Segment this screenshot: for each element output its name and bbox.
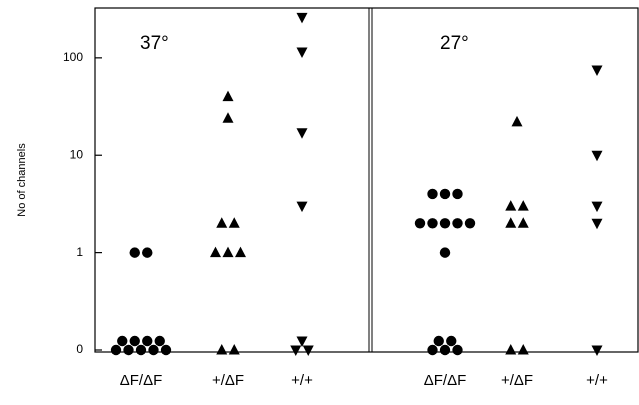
- data-point: [591, 345, 603, 356]
- data-point: [505, 344, 517, 355]
- data-point: [464, 218, 476, 229]
- data-point: [235, 246, 246, 258]
- x-tick-label: +/ΔF: [212, 372, 244, 389]
- x-tick-label: ΔF/ΔF: [120, 372, 163, 389]
- data-point: [117, 335, 128, 347]
- data-point: [517, 344, 529, 355]
- data-point: [210, 246, 221, 258]
- data-point: [439, 247, 451, 258]
- data-point: [517, 217, 529, 228]
- data-point: [427, 218, 438, 229]
- y-tick-label: 10: [70, 147, 84, 161]
- data-point: [160, 344, 172, 356]
- plot-frame: [94, 7, 639, 353]
- data-point: [123, 344, 134, 356]
- data-point: [452, 218, 463, 229]
- data-point: [433, 335, 444, 347]
- data-point: [446, 335, 457, 347]
- data-point: [591, 65, 603, 77]
- data-point: [228, 344, 240, 355]
- data-point: [296, 336, 308, 347]
- data-point: [452, 188, 463, 200]
- data-point: [129, 335, 140, 347]
- data-point: [216, 217, 228, 228]
- data-point: [222, 246, 234, 258]
- data-point: [228, 217, 240, 228]
- x-tick-label: ΔF/ΔF: [424, 372, 467, 389]
- data-point: [414, 218, 426, 229]
- data-point: [296, 47, 308, 58]
- data-point: [296, 128, 308, 139]
- x-tick-label: +/+: [291, 372, 313, 389]
- data-point: [148, 344, 159, 356]
- data-point: [591, 218, 603, 230]
- panel-label: 27°: [440, 33, 469, 54]
- data-point: [452, 344, 463, 356]
- data-point: [505, 200, 517, 211]
- data-point: [427, 344, 438, 356]
- x-tick-label: +/ΔF: [501, 372, 533, 389]
- data-point: [110, 344, 122, 356]
- x-tick-label: +/+: [586, 372, 608, 389]
- data-point: [142, 335, 153, 347]
- data-point: [439, 344, 451, 356]
- data-point: [290, 345, 302, 356]
- data-point: [222, 112, 234, 123]
- data-point: [302, 345, 314, 356]
- data-point: [154, 335, 165, 347]
- y-axis-label: No of channels: [16, 143, 28, 217]
- y-tick-label: 100: [63, 50, 83, 64]
- data-point: [135, 344, 147, 356]
- y-tick-label: 0: [76, 342, 83, 356]
- data-point: [517, 200, 529, 211]
- data-point: [591, 150, 603, 162]
- data-point: [511, 115, 523, 127]
- y-tick-label: 1: [76, 245, 83, 259]
- data-point: [591, 201, 603, 213]
- data-point: [296, 12, 308, 24]
- data-point: [222, 90, 234, 102]
- data-point: [142, 247, 153, 258]
- data-point: [296, 201, 308, 213]
- data-point: [439, 218, 451, 229]
- data-point: [129, 247, 140, 258]
- panel-label: 37°: [140, 33, 169, 54]
- data-point: [439, 188, 451, 200]
- data-point: [427, 188, 438, 200]
- data-point: [505, 217, 517, 228]
- data-point: [216, 344, 228, 355]
